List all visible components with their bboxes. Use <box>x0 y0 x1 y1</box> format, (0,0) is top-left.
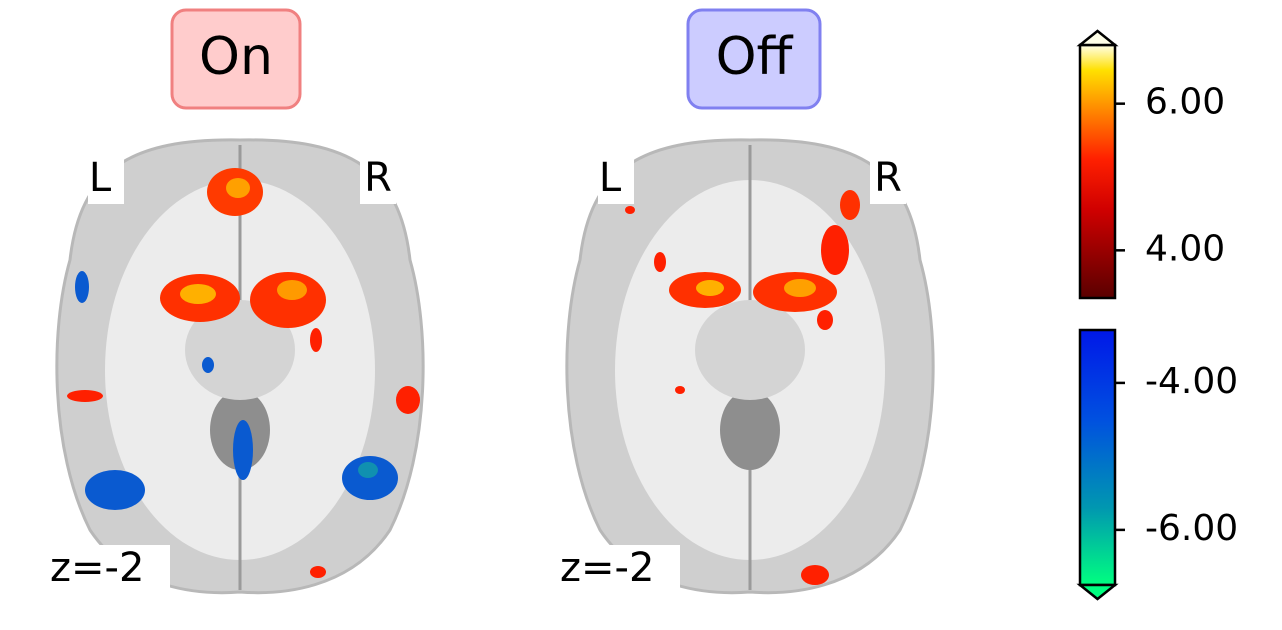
activation-blob <box>67 390 103 402</box>
activation-blob <box>342 456 398 500</box>
label-bg <box>88 156 124 204</box>
colorbar-tick-label: 4.00 <box>1145 228 1225 269</box>
title-box <box>170 8 302 110</box>
activation-blob <box>675 386 685 394</box>
brain-slice <box>55 138 425 595</box>
right-label: R <box>364 155 392 201</box>
activation-blob <box>358 462 378 478</box>
title-box <box>686 8 822 110</box>
label-bg <box>45 545 170 593</box>
activation-blob <box>75 271 89 303</box>
activation-blob <box>85 470 145 510</box>
activation-blob <box>840 190 860 220</box>
thalamus <box>695 300 805 400</box>
activation-blob <box>202 357 214 373</box>
activation-blob <box>396 386 420 414</box>
activation-blob <box>233 420 253 480</box>
label-bg <box>555 545 680 593</box>
right-label: R <box>874 155 902 201</box>
label-bg <box>870 156 906 204</box>
left-label: L <box>599 155 622 201</box>
activation-blob <box>310 566 326 578</box>
thalamus <box>185 300 295 400</box>
colorbar-tick-label: 6.00 <box>1145 82 1225 123</box>
activation-blob <box>801 565 829 585</box>
activation-blob <box>250 272 326 328</box>
slice-label: z=-2 <box>560 545 654 591</box>
activation-blob <box>654 252 666 272</box>
colorbar-tick-label: -4.00 <box>1145 361 1238 402</box>
activation-blob <box>784 279 816 297</box>
ventricle <box>720 390 780 470</box>
panel-title: Off <box>716 27 794 87</box>
activation-blob <box>310 328 322 352</box>
colorbar-tick-label: -6.00 <box>1145 508 1238 549</box>
colorbar <box>1078 328 1117 587</box>
label-bg <box>360 156 396 204</box>
left-label: L <box>89 155 112 201</box>
activation-blob <box>821 225 849 275</box>
slice-label: z=-2 <box>50 545 144 591</box>
activation-blob <box>696 280 724 296</box>
activation-blob <box>226 178 250 198</box>
colorbar-extension <box>1076 29 1119 47</box>
activation-blob <box>625 206 635 214</box>
activation-blob <box>277 280 307 300</box>
brain-slice <box>565 138 935 595</box>
colorbar <box>1078 43 1117 300</box>
activation-blob <box>180 284 216 304</box>
activation-blob <box>817 310 833 330</box>
colorbar-extension <box>1076 583 1119 601</box>
label-bg <box>598 156 634 204</box>
panel-title: On <box>199 27 273 87</box>
